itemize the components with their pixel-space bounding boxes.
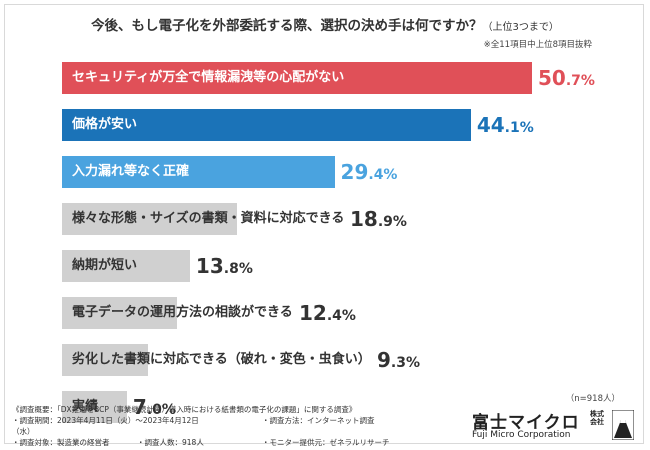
bar-label-8: 実績 <box>72 399 99 414</box>
logo-name-en: Fuji Micro Corporation <box>472 430 571 440</box>
bar-value-8: 7.0% <box>132 395 176 419</box>
bar-label-2: 価格が安い <box>72 117 138 132</box>
logo-kabushiki-kaisha: 株式 会社 <box>590 410 604 426</box>
survey-footer: 《調査概要：「DX推進とBCP（事業継続計画）導入時における紙書類の電子化の課題… <box>12 404 432 448</box>
sample-size-label: （n=918人） <box>565 394 620 404</box>
survey-title: 《調査概要：「DX推進とBCP（事業継続計画）導入時における紙書類の電子化の課題… <box>12 405 357 414</box>
survey-provider: ・モニター提供元：ゼネラルリサーチ <box>262 438 390 447</box>
bar-2 <box>62 109 471 141</box>
bar-3 <box>62 156 335 188</box>
chart-title-text: 今後、もし電子化を外部委託する際、選択の決め手は何ですか？ <box>91 18 483 34</box>
bar-4 <box>62 203 238 235</box>
chart-note: ※全11項目中上位8項目抜粋 <box>483 40 592 50</box>
bar-value-6: 12.4% <box>299 301 356 325</box>
bar-1 <box>62 62 532 94</box>
bar-value-7: 9.3% <box>377 348 421 372</box>
bar-value-5: 13.8% <box>195 254 253 278</box>
bar-value-1: 50.7% <box>538 66 595 90</box>
bar-label-4: 様々な形態・サイズの書類・資料に対応できる <box>72 211 345 226</box>
logo-kabushiki: 株式 <box>590 410 604 418</box>
bar-5 <box>62 250 190 282</box>
bar-6 <box>62 297 177 329</box>
survey-period: ・調査期間：2023年4月11日（火）～2023年4月12日（水） <box>12 416 199 436</box>
survey-method: ・調査方法：インターネット調査 <box>262 416 375 425</box>
bar-label-5: 納期が短い <box>72 258 138 273</box>
bar-value-3: 29.4% <box>340 160 398 184</box>
mountain-icon <box>612 410 634 440</box>
chart-title: 今後、もし電子化を外部委託する際、選択の決め手は何ですか？（上位3つまで） <box>0 14 650 34</box>
bar-label-1: セキュリティが万全で情報漏洩等の心配がない <box>72 70 345 85</box>
bar-value-2: 44.1% <box>476 113 534 137</box>
bar-value-4: 18.9% <box>350 207 407 231</box>
logo-kaisha: 会社 <box>590 418 604 426</box>
survey-count: ・調査人数：918人 <box>137 438 204 447</box>
bar-7 <box>62 344 149 376</box>
survey-target: ・調査対象：製造業の経営者 <box>12 438 110 447</box>
logo-name-jp: 富士マイクロ <box>472 413 580 433</box>
company-logo: 富士マイクロ 株式 会社 Fuji Micro Corporation <box>472 408 634 442</box>
bar-label-6: 電子データの運用方法の相談ができる <box>72 305 293 320</box>
bar-label-7: 劣化した書類に対応できる（破れ・変色・虫食い） <box>72 352 371 367</box>
chart-title-sub: （上位3つまで） <box>482 22 559 33</box>
bar-8 <box>62 391 127 423</box>
bar-label-3: 入力漏れ等なく正確 <box>72 164 190 179</box>
